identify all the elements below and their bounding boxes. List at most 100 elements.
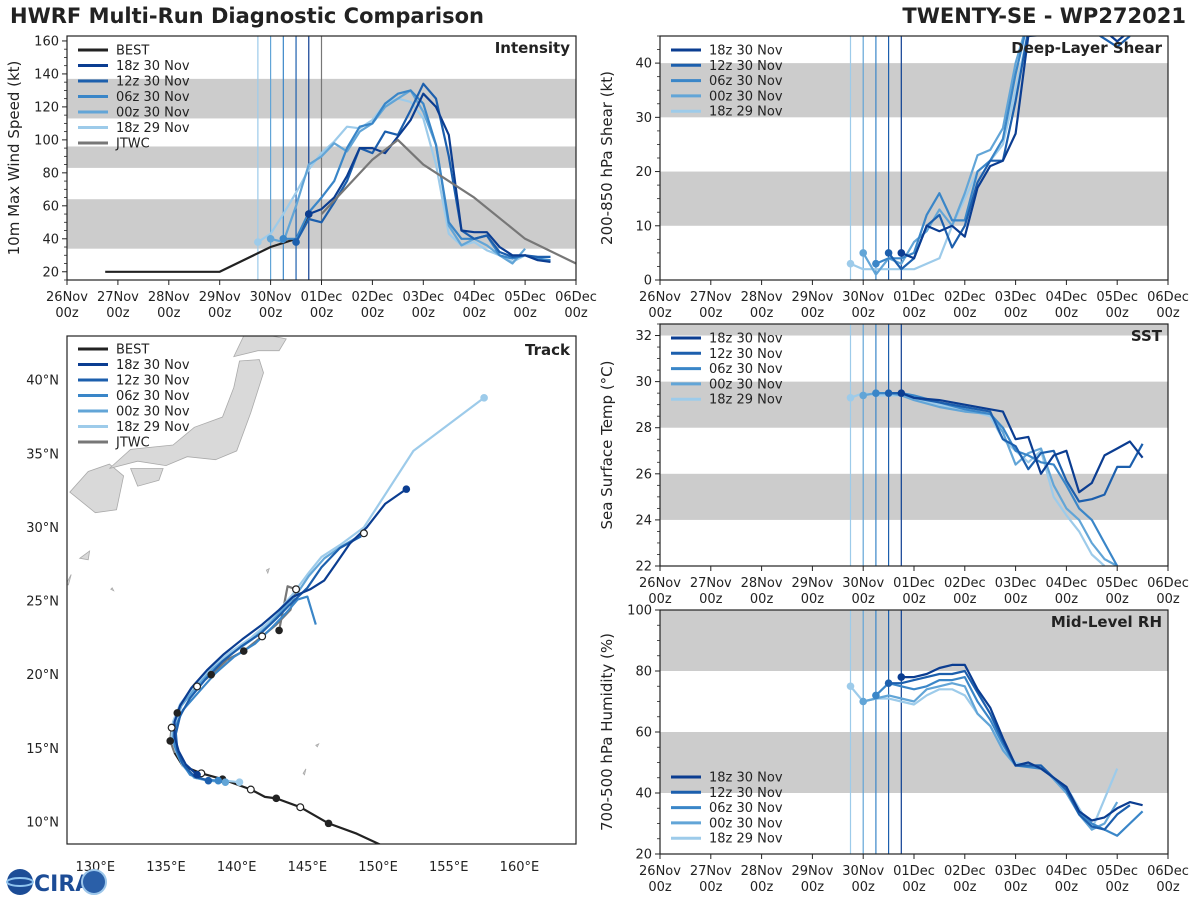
sst-marker-18z-30-nov <box>897 389 906 397</box>
sst-marker-18z-29-nov <box>846 393 855 402</box>
sst-ytick-label: 22 <box>635 560 652 575</box>
sst-xtick-label-date: 30Nov <box>842 576 884 591</box>
track-land-8 <box>315 743 320 748</box>
track-marker-filled-12z-30-nov <box>204 776 213 785</box>
rh-series-12z-30-nov <box>888 669 1131 831</box>
shear-series-group <box>846 36 1131 276</box>
intensity-marker-18z-30-nov <box>304 210 313 218</box>
figure-title: HWRF Multi-Run Diagnostic Comparison <box>10 4 485 28</box>
rh-xtick-label-time: 00z <box>699 880 723 895</box>
rh-series-group <box>846 663 1144 837</box>
shear-xtick-label-time: 00z <box>801 306 825 321</box>
intensity-xtick-label-time: 00z <box>412 306 436 321</box>
shear-series-06z-30-nov <box>875 36 1026 265</box>
track-land-2 <box>130 468 164 487</box>
track-legend-label-12z-30-nov: 12z 30 Nov <box>116 374 190 389</box>
intensity-marker-12z-30-nov <box>292 238 300 246</box>
sst-xtick-label-time: 00z <box>750 592 774 607</box>
intensity-ytick-label: 100 <box>34 133 59 148</box>
intensity-legend-label-18z-29-nov: 18z 29 Nov <box>116 121 190 136</box>
rh-marker-00z-30-nov <box>859 697 867 706</box>
rh-panel: 2040608010026Nov00z27Nov00z28Nov00z29Nov… <box>598 604 1189 896</box>
shear-xtick-label-time: 00z <box>1004 306 1028 321</box>
shear-xtick-label-time: 00z <box>1156 306 1180 321</box>
rh-xtick-label-date: 02Dec <box>944 864 986 879</box>
track-xtick-label: 145°E <box>288 860 328 875</box>
intensity-marker-06z-30-nov <box>279 234 288 243</box>
intensity-marker-00z-30-nov <box>266 234 275 243</box>
shear-xtick-label-time: 00z <box>1106 306 1130 321</box>
track-marker-filled-18z-29-nov <box>235 778 244 786</box>
sst-series-06z-30-nov <box>875 392 1119 566</box>
sst-panel-title: SST <box>1131 327 1163 345</box>
shear-marker-18z-30-nov <box>897 249 906 257</box>
intensity-xtick-label-date: 03Dec <box>402 290 444 305</box>
shear-ylabel: 200-850 hPa Shear (kt) <box>598 71 616 245</box>
intensity-xtick-label-time: 00z <box>55 306 79 321</box>
rh-ylabel: 700-500 hPa Humidity (%) <box>598 633 616 831</box>
track-land-1 <box>109 359 264 469</box>
track-legend-label-jtwc: JTWC <box>115 436 150 451</box>
rh-xtick-label-date: 28Nov <box>741 864 783 879</box>
rh-panel-title: Mid-Level RH <box>1051 613 1162 631</box>
intensity-legend-label-06z-30-nov: 06z 30 Nov <box>116 90 190 105</box>
sst-xtick-label-time: 00z <box>1156 592 1180 607</box>
rh-xtick-label-date: 05Dec <box>1096 864 1138 879</box>
rh-series-18z-29-nov <box>849 685 1119 831</box>
rh-legend-label-18z-30-nov: 18z 30 Nov <box>709 771 783 786</box>
rh-xtick-label-date: 26Nov <box>639 864 681 879</box>
rh-xtick-label-time: 00z <box>902 880 926 895</box>
track-ytick-label: 15°N <box>26 742 59 757</box>
sst-xtick-label-time: 00z <box>648 592 672 607</box>
sst-ytick-label: 32 <box>635 329 652 344</box>
track-ytick-label: 20°N <box>26 668 59 683</box>
track-xtick-label: 130°E <box>76 860 116 875</box>
track-marker-open-jtwc <box>193 682 202 691</box>
track-marker-open-best <box>296 803 305 812</box>
sst-marker-12z-30-nov <box>884 389 893 397</box>
sst-xtick-label-date: 01Dec <box>893 576 935 591</box>
sst-xtick-label-time: 00z <box>801 592 825 607</box>
track-xtick-label: 150°E <box>358 860 398 875</box>
sst-ytick-label: 30 <box>635 375 652 390</box>
sst-ytick-label: 24 <box>635 513 652 528</box>
sst-ytick-label: 26 <box>635 467 652 482</box>
intensity-xtick-label-date: 30Nov <box>250 290 292 305</box>
shear-xtick-label-date: 28Nov <box>741 290 783 305</box>
shear-xtick-label-date: 02Dec <box>944 290 986 305</box>
shear-ytick-label: 10 <box>635 219 652 234</box>
logo-swirl-icon <box>6 877 34 887</box>
rh-xtick-label-time: 00z <box>801 880 825 895</box>
intensity-legend-label-00z-30-nov: 00z 30 Nov <box>116 106 190 121</box>
rh-band-0 <box>660 732 1168 793</box>
sst-xtick-label-time: 00z <box>953 592 977 607</box>
track-land-7 <box>265 567 270 575</box>
rh-ytick-label: 80 <box>635 665 652 680</box>
rh-xtick-label-date: 01Dec <box>893 864 935 879</box>
track-marker-filled-06z-30-nov <box>214 776 223 785</box>
rh-xtick-label-date: 27Nov <box>690 864 732 879</box>
intensity-xtick-label-date: 29Nov <box>199 290 241 305</box>
rh-xtick-label-time: 00z <box>750 880 774 895</box>
track-series-best <box>173 752 382 844</box>
intensity-ytick-label: 160 <box>34 34 59 49</box>
shear-legend-label-12z-30-nov: 12z 30 Nov <box>709 59 783 74</box>
sst-xtick-label-time: 00z <box>902 592 926 607</box>
shear-band-1 <box>660 63 1168 118</box>
intensity-xtick-label-time: 00z <box>564 306 588 321</box>
track-marker-filled-18z-29-nov <box>480 394 488 402</box>
track-xtick-label: 135°E <box>146 860 186 875</box>
sst-marker-00z-30-nov <box>859 391 867 400</box>
intensity-ytick-label: 60 <box>42 199 59 214</box>
shear-series-00z-30-nov <box>862 36 1025 276</box>
track-series-18z-30-nov <box>173 488 407 776</box>
logo-seal-icon <box>81 869 107 895</box>
sst-xtick-label-date: 06Dec <box>1147 576 1189 591</box>
track-legend-label-06z-30-nov: 06z 30 Nov <box>116 389 190 404</box>
shear-ytick-label: 20 <box>635 165 652 180</box>
shear-xtick-label-date: 04Dec <box>1046 290 1088 305</box>
intensity-legend-label-18z-30-nov: 18z 30 Nov <box>116 59 190 74</box>
